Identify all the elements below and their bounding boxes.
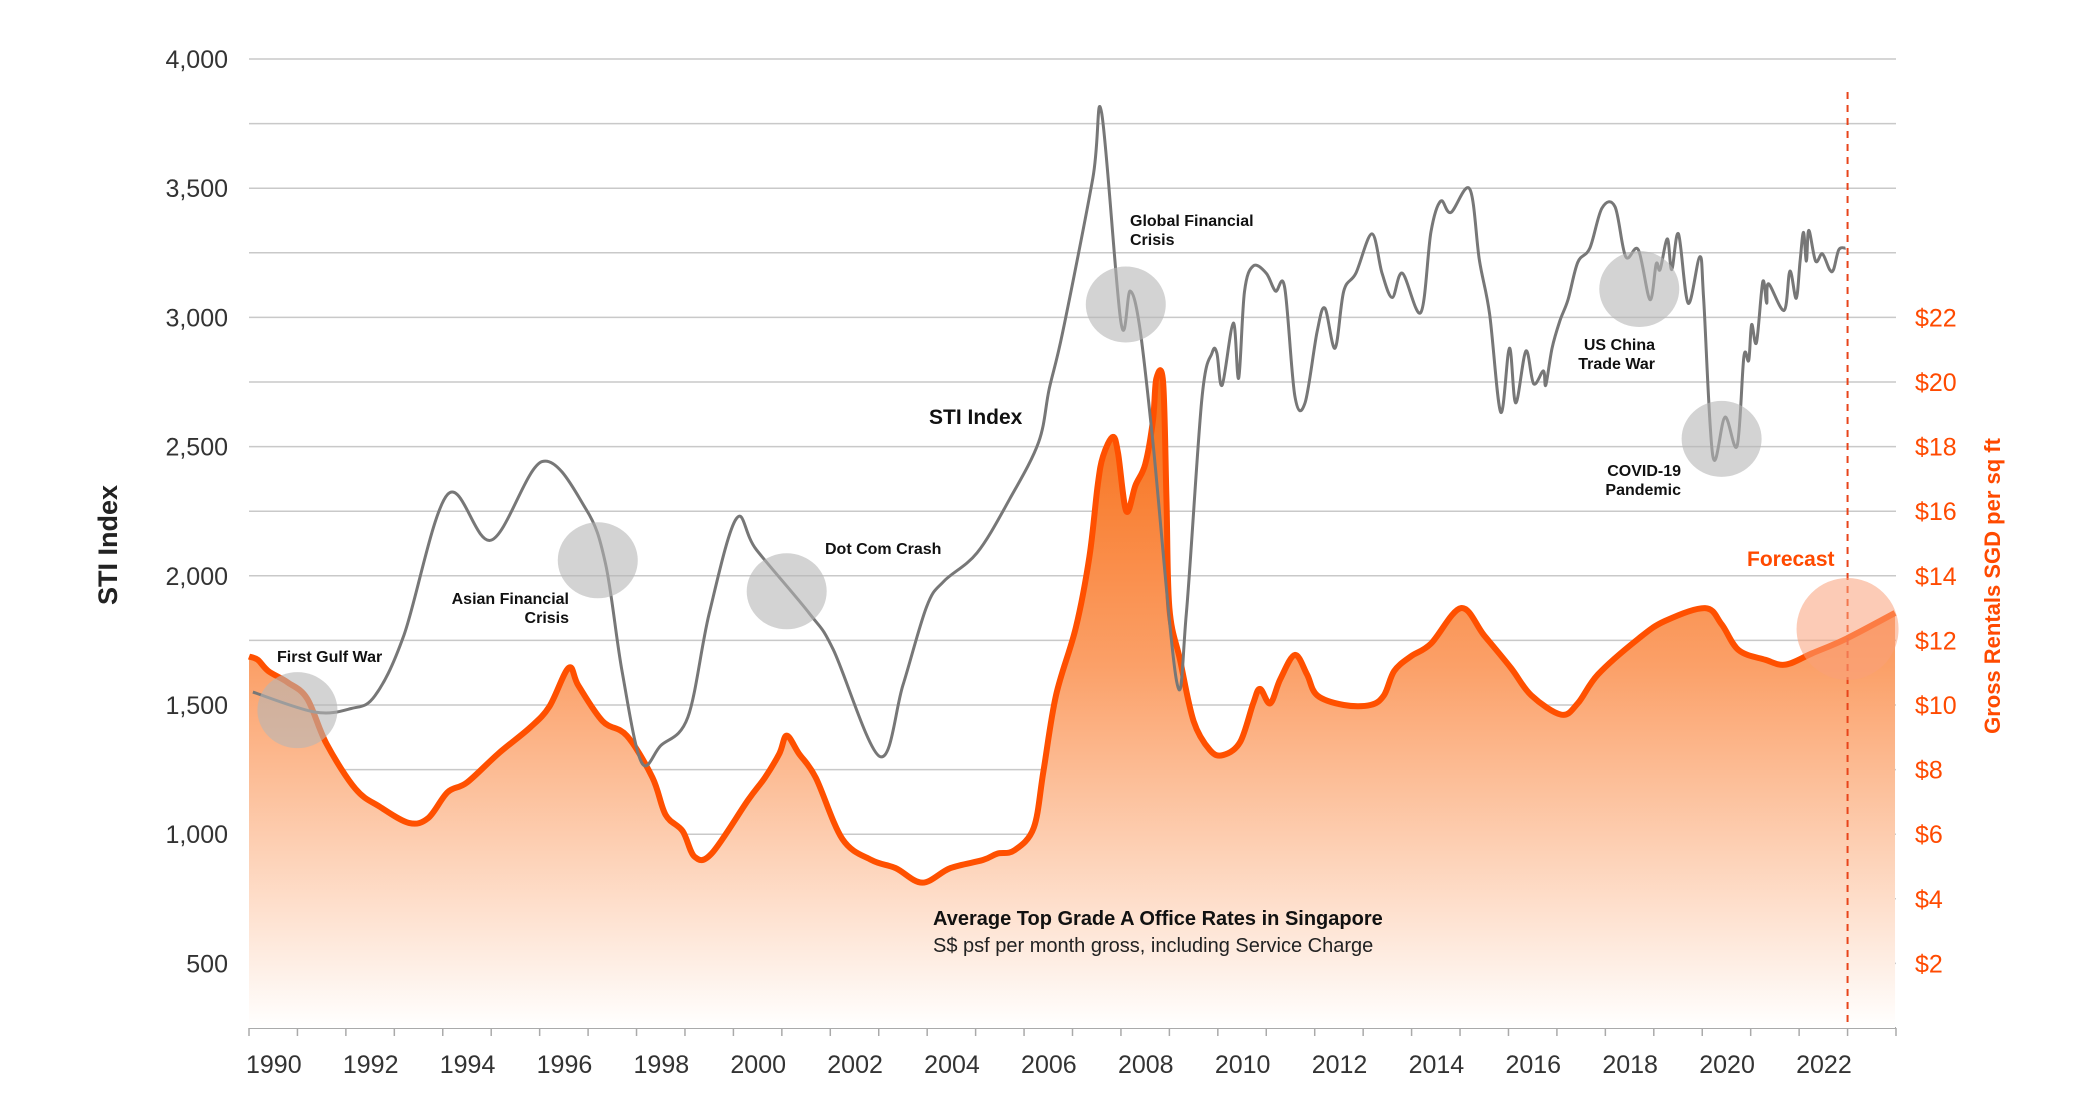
- event-label: Trade War: [1578, 356, 1655, 373]
- right-tick-label: $2: [1915, 950, 1943, 978]
- x-tick-label: 2020: [1699, 1051, 1755, 1079]
- x-tick-label: 2018: [1602, 1051, 1658, 1079]
- event-label: COVID-19: [1607, 463, 1681, 480]
- x-tick-label: 1998: [634, 1051, 690, 1079]
- event-circle: [257, 672, 338, 749]
- right-tick-label: $14: [1915, 563, 1957, 591]
- event-annotations: First Gulf War Asian Financial Crisis Dot C…: [257, 213, 1762, 749]
- right-tick-label: $8: [1915, 757, 1943, 785]
- right-tick-label: $18: [1915, 434, 1957, 462]
- left-tick-label: 1,000: [165, 821, 228, 849]
- event-label: Crisis: [1130, 232, 1175, 249]
- rent-area-fill: [249, 370, 1896, 1028]
- event-circle: [1599, 250, 1680, 327]
- left-tick-label: 2,500: [165, 434, 228, 462]
- x-tick-label: 1994: [440, 1051, 496, 1079]
- x-tick-label: 2004: [924, 1051, 980, 1079]
- left-tick-label: 3,500: [165, 175, 228, 203]
- event-label: US China: [1584, 337, 1655, 354]
- x-tick-label: 2006: [1021, 1051, 1077, 1079]
- x-tick-label: 1996: [537, 1051, 593, 1079]
- event-circle: [1681, 400, 1762, 477]
- right-tick-label: $4: [1915, 886, 1943, 914]
- x-tick-label: 2014: [1409, 1051, 1465, 1079]
- left-tick-label: 4,000: [165, 46, 228, 74]
- right-axis-ticks: $2 $4 $6 $8 $10 $12 $14 $16 $18 $20 $22: [1915, 304, 1957, 978]
- right-tick-label: $22: [1915, 304, 1957, 332]
- left-tick-label: 1,500: [165, 692, 228, 720]
- forecast-label: Forecast: [1747, 548, 1835, 571]
- x-tick-label: 2010: [1215, 1051, 1271, 1079]
- event-label: Crisis: [525, 610, 570, 627]
- x-axis: 1990 1992 1994 1996 1998 2000 2002 2004 2006 2008…: [246, 1028, 1897, 1079]
- event-label: First Gulf War: [277, 649, 382, 666]
- event-label: Pandemic: [1605, 482, 1681, 499]
- right-tick-label: $20: [1915, 369, 1957, 397]
- right-axis-title: Gross Rentals SGD per sq ft: [1980, 437, 2005, 734]
- x-tick-label: 2012: [1312, 1051, 1368, 1079]
- left-axis-title: STI Index: [93, 485, 123, 605]
- event-circle: [557, 522, 638, 599]
- right-tick-label: $12: [1915, 627, 1957, 655]
- x-tick-label: 2000: [730, 1051, 786, 1079]
- forecast-circle: [1796, 578, 1899, 680]
- left-axis-ticks: 500 1,000 1,500 2,000 2,500 3,000 3,500 4,000: [165, 46, 228, 978]
- right-tick-label: $6: [1915, 821, 1943, 849]
- x-tick-label: 1990: [246, 1051, 302, 1079]
- x-tick-label: 2002: [827, 1051, 883, 1079]
- event-label: Global Financial: [1130, 213, 1254, 230]
- x-tick-label: 2022: [1796, 1051, 1852, 1079]
- right-tick-label: $10: [1915, 692, 1957, 720]
- x-tick-label: 1992: [343, 1051, 399, 1079]
- right-tick-label: $16: [1915, 498, 1957, 526]
- caption-subtitle: S$ psf per month gross, including Servic…: [933, 935, 1373, 957]
- left-tick-label: 2,000: [165, 563, 228, 591]
- x-tick-label: 2008: [1118, 1051, 1174, 1079]
- event-label: Dot Com Crash: [825, 541, 941, 558]
- x-tick-label: 2016: [1505, 1051, 1561, 1079]
- caption-title: Average Top Grade A Office Rates in Sing…: [933, 908, 1383, 930]
- sti-series-label: STI Index: [929, 406, 1023, 429]
- left-tick-label: 3,000: [165, 304, 228, 332]
- rent-line: [247, 367, 1897, 886]
- event-circle: [1085, 266, 1166, 343]
- left-tick-label: 500: [186, 950, 228, 978]
- rent-series: [247, 367, 1897, 1028]
- event-label: Asian Financial: [452, 591, 569, 608]
- event-circle: [746, 553, 827, 630]
